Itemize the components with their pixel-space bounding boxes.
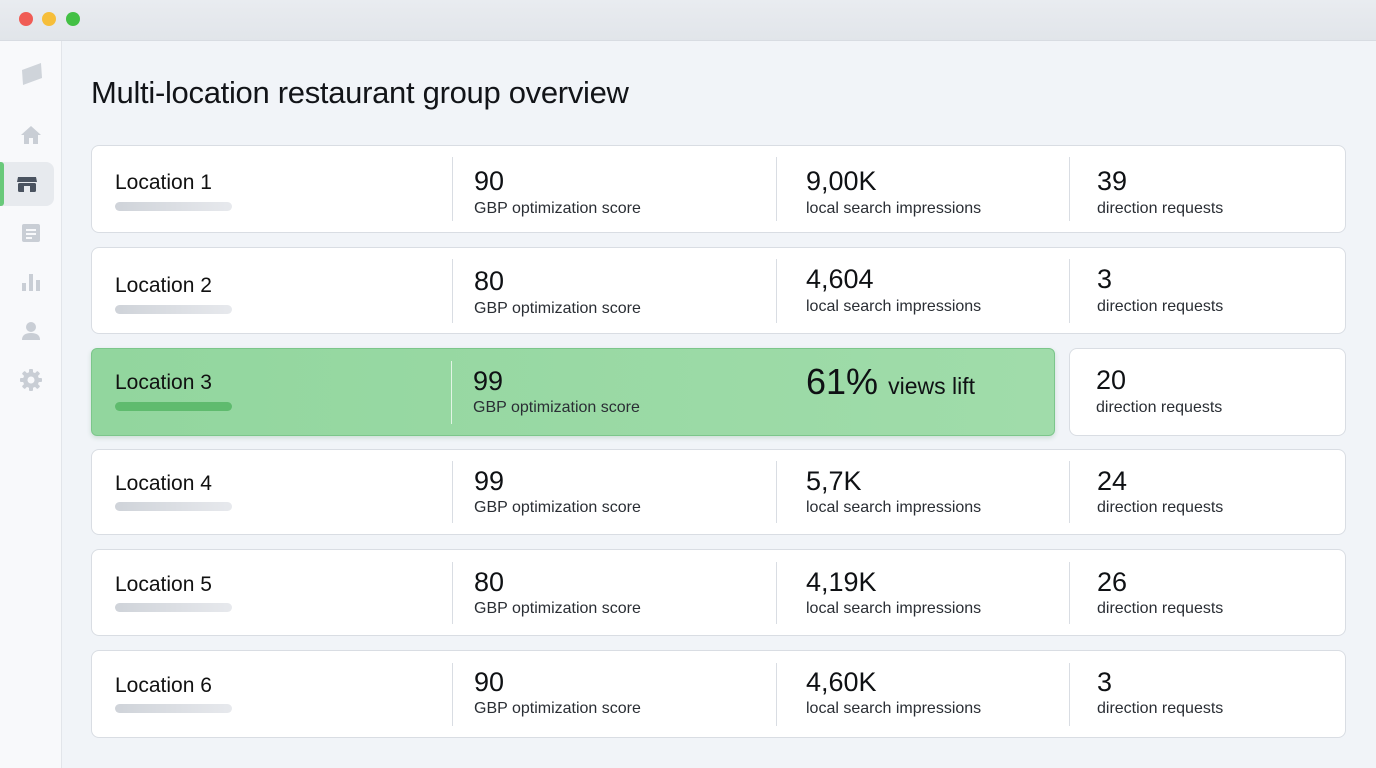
- views-lift-label: views lift: [888, 373, 975, 399]
- impressions-value: 5,7K: [806, 466, 862, 496]
- directions-value: 26: [1097, 567, 1128, 597]
- impressions-label: local search impressions: [806, 200, 982, 217]
- location-name: Location 6: [115, 674, 212, 697]
- sidebar-item-settings[interactable]: [0, 358, 62, 402]
- location-bar: [115, 603, 232, 612]
- directions-label: direction requests: [1097, 298, 1224, 315]
- score-label: GBP optimization score: [474, 600, 641, 617]
- location-card[interactable]: Location 1 90 GBP optimization score 9,0…: [91, 145, 1346, 233]
- location-card[interactable]: Location 2 80 GBP optimization score 4,6…: [91, 247, 1346, 334]
- impressions-label: local search impressions: [806, 499, 982, 516]
- divider: [776, 259, 777, 323]
- leaf-logo-icon[interactable]: [19, 61, 45, 87]
- sidebar-item-reports[interactable]: [0, 211, 62, 255]
- sidebar-item-home[interactable]: [0, 113, 62, 157]
- divider: [1069, 259, 1070, 323]
- divider: [776, 562, 777, 624]
- directions-label: direction requests: [1096, 399, 1223, 416]
- location-name: Location 3: [115, 371, 212, 394]
- location-name: Location 5: [115, 573, 212, 596]
- location-name: Location 4: [115, 472, 212, 495]
- score-label: GBP optimization score: [474, 200, 641, 217]
- score-value: 99: [474, 466, 505, 496]
- directions-label: direction requests: [1097, 499, 1224, 516]
- directions-value: 3: [1097, 667, 1113, 697]
- score-value: 90: [474, 166, 505, 196]
- views-lift-metric: 61% views lift: [806, 361, 975, 403]
- directions-label: direction requests: [1097, 600, 1224, 617]
- page-title: Multi-location restaurant group overview: [91, 75, 629, 110]
- store-icon: [17, 177, 37, 192]
- views-lift-value: 61%: [806, 361, 879, 402]
- score-label: GBP optimization score: [474, 300, 641, 317]
- sidebar-item-account[interactable]: [0, 309, 62, 353]
- location-name: Location 2: [115, 274, 212, 297]
- divider: [1069, 461, 1070, 523]
- score-value: 80: [474, 567, 505, 597]
- minimize-window-button[interactable]: [42, 12, 56, 26]
- score-label: GBP optimization score: [474, 700, 641, 717]
- location-bar: [115, 202, 232, 211]
- impressions-label: local search impressions: [806, 700, 982, 717]
- impressions-value: 4,19K: [806, 567, 877, 597]
- location-bar: [115, 502, 232, 511]
- location-name: Location 1: [115, 171, 212, 194]
- impressions-value: 4,60K: [806, 667, 877, 697]
- sidebar: [0, 41, 62, 768]
- document-icon: [22, 224, 40, 242]
- directions-label: direction requests: [1097, 700, 1224, 717]
- divider: [776, 663, 777, 726]
- close-window-button[interactable]: [19, 12, 33, 26]
- score-value: 80: [474, 266, 505, 296]
- score-value: 99: [473, 366, 504, 396]
- gear-icon: [20, 369, 42, 391]
- highlight-panel: Location 3 99 GBP optimization score 61%…: [91, 348, 1055, 436]
- directions-value: 39: [1097, 166, 1128, 196]
- impressions-value: 4,604: [806, 264, 874, 294]
- divider: [1069, 562, 1070, 624]
- divider: [1069, 157, 1070, 221]
- location-card[interactable]: Location 5 80 GBP optimization score 4,1…: [91, 549, 1346, 636]
- divider: [452, 663, 453, 726]
- directions-value: 3: [1097, 264, 1113, 294]
- divider: [452, 259, 453, 323]
- divider: [451, 361, 452, 424]
- score-value: 90: [474, 667, 505, 697]
- directions-value: 24: [1097, 466, 1128, 496]
- impressions-label: local search impressions: [806, 298, 982, 315]
- directions-panel: 20 direction requests: [1069, 348, 1346, 436]
- divider: [452, 562, 453, 624]
- maximize-window-button[interactable]: [66, 12, 80, 26]
- sidebar-item-locations[interactable]: [0, 162, 54, 206]
- location-card[interactable]: Location 4 99 GBP optimization score 5,7…: [91, 449, 1346, 535]
- window-titlebar: [0, 0, 1376, 41]
- divider: [776, 157, 777, 221]
- home-icon: [21, 126, 41, 144]
- directions-label: direction requests: [1097, 200, 1224, 217]
- impressions-value: 9,00K: [806, 166, 877, 196]
- user-icon: [22, 322, 40, 340]
- location-bar: [115, 402, 232, 411]
- location-bar: [115, 305, 232, 314]
- impressions-label: local search impressions: [806, 600, 982, 617]
- divider: [452, 461, 453, 523]
- divider: [1069, 663, 1070, 726]
- location-bar: [115, 704, 232, 713]
- score-label: GBP optimization score: [474, 499, 641, 516]
- directions-value: 20: [1096, 365, 1127, 395]
- location-card[interactable]: Location 6 90 GBP optimization score 4,6…: [91, 650, 1346, 738]
- sidebar-item-analytics[interactable]: [0, 260, 62, 304]
- divider: [452, 157, 453, 221]
- bar-chart-icon: [22, 274, 40, 291]
- location-card-highlighted[interactable]: Location 3 99 GBP optimization score 61%…: [91, 348, 1346, 436]
- score-label: GBP optimization score: [473, 399, 640, 416]
- divider: [776, 461, 777, 523]
